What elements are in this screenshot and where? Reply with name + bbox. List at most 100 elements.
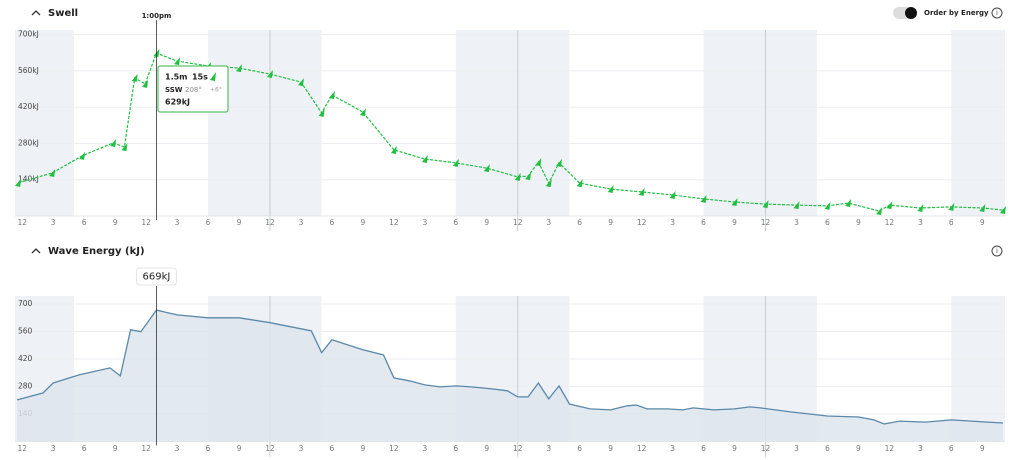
x-tick-label: 3 <box>175 218 180 227</box>
info-glyph: i <box>996 247 998 255</box>
swell-arrow <box>421 155 428 164</box>
x-tick-label: 3 <box>546 444 551 453</box>
swell-arrow <box>535 158 542 167</box>
collapse-icon[interactable] <box>31 248 41 254</box>
x-tick-label: 3 <box>422 218 427 227</box>
swell-arrow <box>236 64 243 73</box>
toggle-knob <box>905 7 917 19</box>
y-tick-label: 560kJ <box>18 66 39 75</box>
y-tick-label: 420 <box>18 354 33 363</box>
tooltip-degrees: 208° <box>185 86 202 94</box>
x-tick-label: 9 <box>732 218 737 227</box>
collapse-icon[interactable] <box>31 10 41 16</box>
swell-arrow <box>556 158 563 167</box>
x-tick-label: 9 <box>980 218 985 227</box>
info-icon[interactable] <box>991 7 1003 19</box>
swell-arrow <box>731 198 738 207</box>
x-tick-label: 9 <box>856 218 861 227</box>
x-tick-label: 9 <box>856 444 861 453</box>
swell-arrow <box>121 143 128 152</box>
x-tick-label: 12 <box>389 444 399 453</box>
section-title: Swell <box>48 8 78 19</box>
cursor-value: 669kJ <box>143 272 171 283</box>
energy-line <box>16 309 1003 425</box>
x-tick-label: 9 <box>237 218 242 227</box>
night-band <box>951 296 1005 442</box>
x-tick-label: 12 <box>513 444 523 453</box>
tooltip: 1.5m 15s SSW 208° +6° 629kJ <box>157 65 229 113</box>
swell-arrow <box>514 172 521 181</box>
info-icon[interactable] <box>991 245 1003 257</box>
swell-arrow <box>845 199 852 208</box>
x-tick-label: 9 <box>237 444 242 453</box>
swell-arrow <box>948 202 955 211</box>
tooltip-height: 1.5m <box>165 73 188 82</box>
x-tick-label: 3 <box>175 444 180 453</box>
x-tick-label: 12 <box>141 218 151 227</box>
tooltip-direction: SSW <box>165 86 183 94</box>
x-tick-label: 3 <box>299 218 304 227</box>
x-tick-label: 9 <box>980 444 985 453</box>
x-tick-label: 6 <box>330 444 335 453</box>
swell-arrow <box>979 203 986 212</box>
swell-arrow <box>174 57 181 66</box>
swell-arrow <box>142 79 149 88</box>
night-band <box>208 30 322 216</box>
x-tick-label: 12 <box>389 218 399 227</box>
swell-arrow <box>49 168 56 177</box>
x-tick-label: 3 <box>546 218 551 227</box>
x-tick-label: 9 <box>608 218 613 227</box>
x-tick-label: 3 <box>794 444 799 453</box>
y-tick-label: 420kJ <box>18 102 39 111</box>
x-tick-label: 12 <box>761 444 771 453</box>
x-tick-label: 12 <box>761 218 771 227</box>
swell-arrow <box>762 200 769 209</box>
x-tick-label: 6 <box>949 218 954 227</box>
x-tick-label: 12 <box>513 218 523 227</box>
x-tick-label: 3 <box>918 218 923 227</box>
x-tick-label: 6 <box>825 218 830 227</box>
swell-arrow <box>79 151 86 160</box>
swell-arrow <box>131 73 138 82</box>
swell-arrow <box>876 207 883 216</box>
x-tick-label: 6 <box>701 218 706 227</box>
x-tick-label: 9 <box>608 444 613 453</box>
tooltip-period: 15s <box>192 73 208 82</box>
x-tick-label: 12 <box>885 444 895 453</box>
swell-arrow <box>638 187 645 196</box>
x-tick-label: 12 <box>17 444 27 453</box>
x-tick-label: 9 <box>113 218 118 227</box>
x-tick-label: 6 <box>206 444 211 453</box>
x-tick-label: 6 <box>453 444 458 453</box>
x-tick-label: 6 <box>949 444 954 453</box>
swell-arrow <box>576 179 583 188</box>
direction-arrow <box>210 72 216 81</box>
toggle-label[interactable]: Order by Energy <box>924 9 989 17</box>
cursor-box <box>135 267 177 286</box>
x-tick-label: 12 <box>265 218 275 227</box>
tooltip-energy: 629kJ <box>165 98 190 107</box>
x-tick-label: 3 <box>422 444 427 453</box>
x-tick-label: 6 <box>330 218 335 227</box>
x-tick-label: 3 <box>670 218 675 227</box>
swell-arrow <box>297 78 304 87</box>
x-tick-label: 12 <box>265 444 275 453</box>
x-tick-label: 6 <box>825 444 830 453</box>
x-tick-label: 12 <box>141 444 151 453</box>
y-tick-label: 700kJ <box>18 30 39 39</box>
x-tick-label: 3 <box>51 444 56 453</box>
info-glyph: i <box>996 9 998 17</box>
night-band <box>455 30 570 216</box>
y-tick-label: 700 <box>18 299 33 308</box>
swell-arrow <box>15 178 22 187</box>
cursor-time: 1:00pm <box>142 12 172 20</box>
x-tick-label: 9 <box>361 218 366 227</box>
x-tick-label: 12 <box>637 444 647 453</box>
x-tick-label: 9 <box>732 444 737 453</box>
x-tick-label: 3 <box>299 444 304 453</box>
swell-arrow <box>700 194 707 203</box>
swell-arrow <box>886 201 893 210</box>
swell-arrow <box>793 201 800 210</box>
swell-arrow <box>110 138 117 147</box>
night-band <box>15 30 74 216</box>
